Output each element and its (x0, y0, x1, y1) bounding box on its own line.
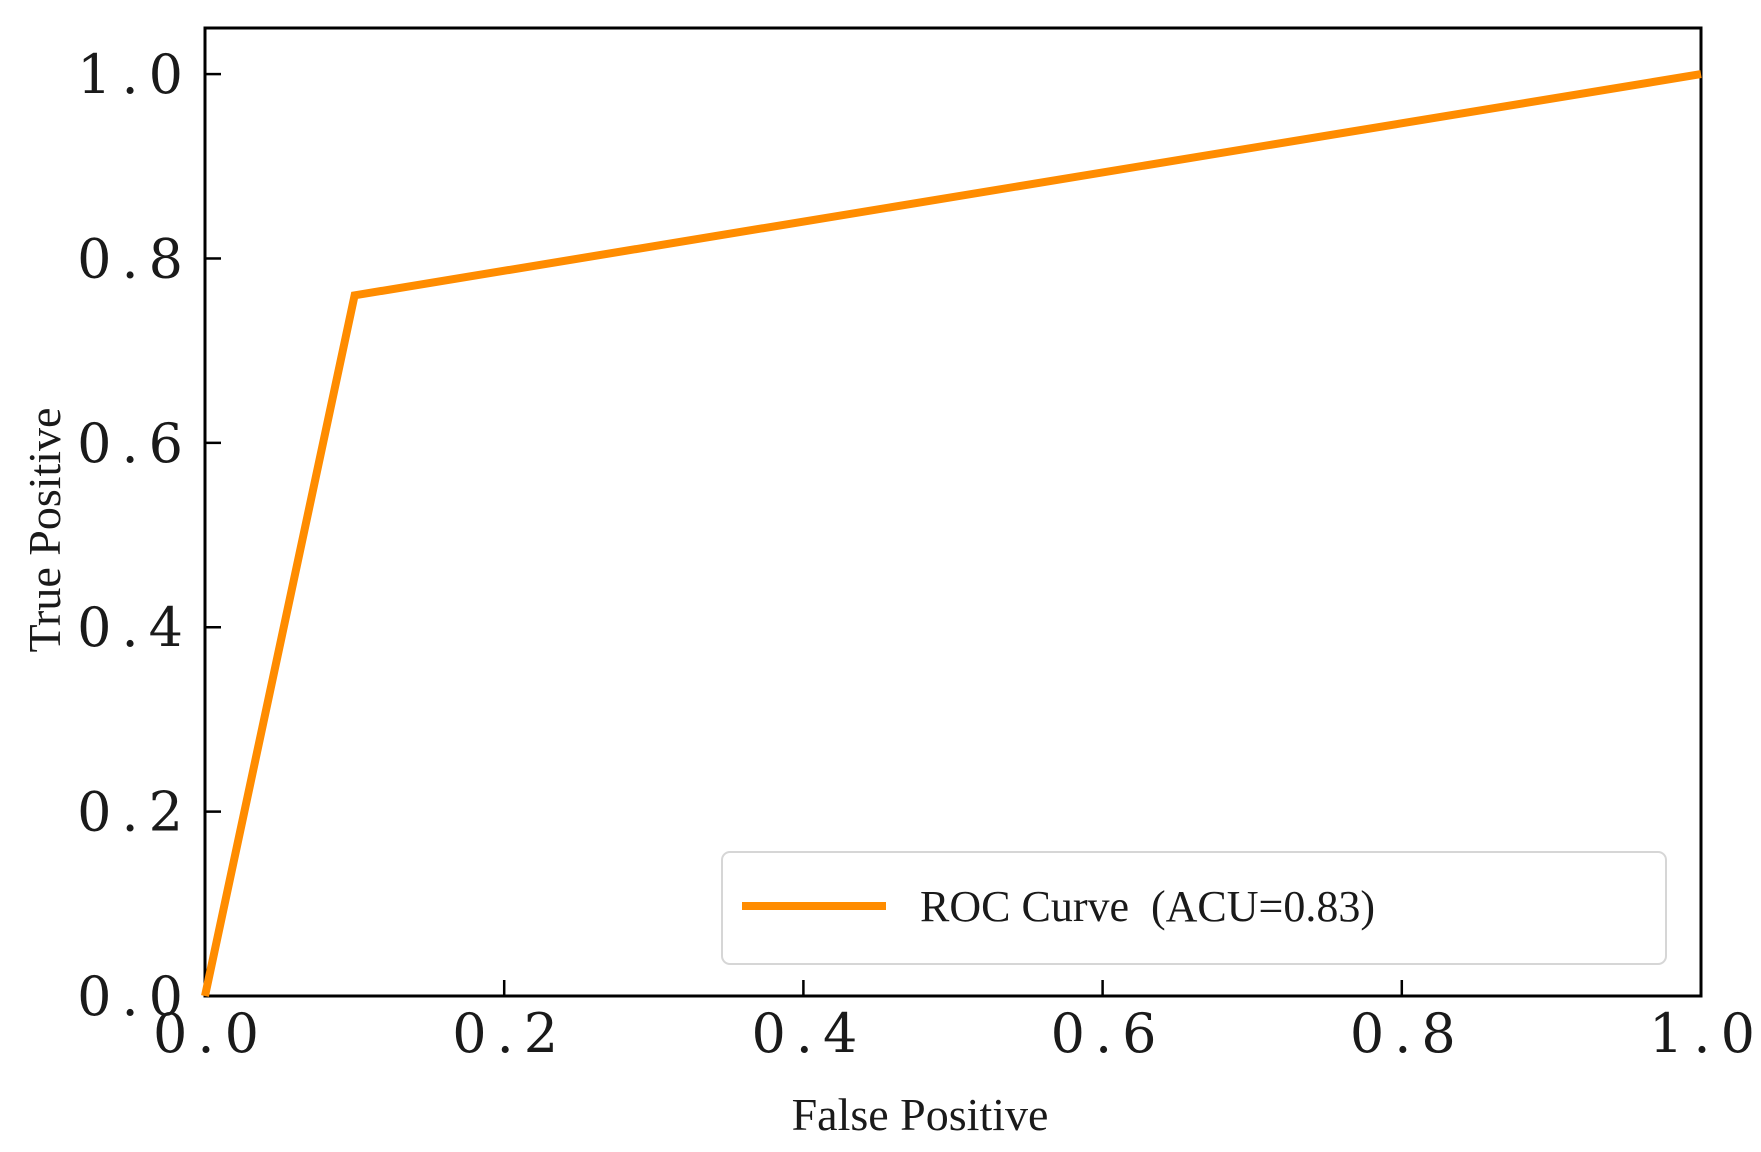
x-tick-label: 0.8 (1350, 1002, 1466, 1065)
x-axis-ticks (203, 980, 1703, 996)
legend-box (721, 851, 1667, 965)
x-tick-label: 0.6 (1051, 1002, 1167, 1065)
y-tick-label: 0.0 (77, 965, 193, 1028)
x-tick-label: 0.2 (452, 1002, 568, 1065)
y-tick-label: 0.6 (77, 412, 193, 475)
x-tick-label: 0.4 (751, 1002, 867, 1065)
x-axis-title: False Positive (792, 1089, 1049, 1140)
y-axis-tick-labels: 0.0 0.2 0.4 0.6 0.8 1.0 (77, 43, 193, 1028)
y-axis-ticks (205, 72, 221, 998)
x-tick-label: 1.0 (1649, 1002, 1761, 1065)
y-tick-label: 1.0 (77, 43, 193, 106)
y-tick-label: 0.4 (77, 596, 193, 659)
x-axis-tick-labels: 0.0 0.2 0.4 0.6 0.8 1.0 (153, 1002, 1761, 1065)
legend: ROC Curve (ACU=0.83) (721, 851, 1667, 965)
y-tick-label: 0.2 (77, 781, 193, 844)
y-tick-label: 0.8 (77, 227, 193, 290)
roc-curve-line (201, 70, 1702, 997)
x-tick-label: 0.0 (153, 1002, 269, 1065)
legend-label: ROC Curve (ACU=0.83) (920, 882, 1375, 931)
y-axis-title: True Positive (19, 408, 70, 653)
plot-frame (203, 26, 1703, 998)
